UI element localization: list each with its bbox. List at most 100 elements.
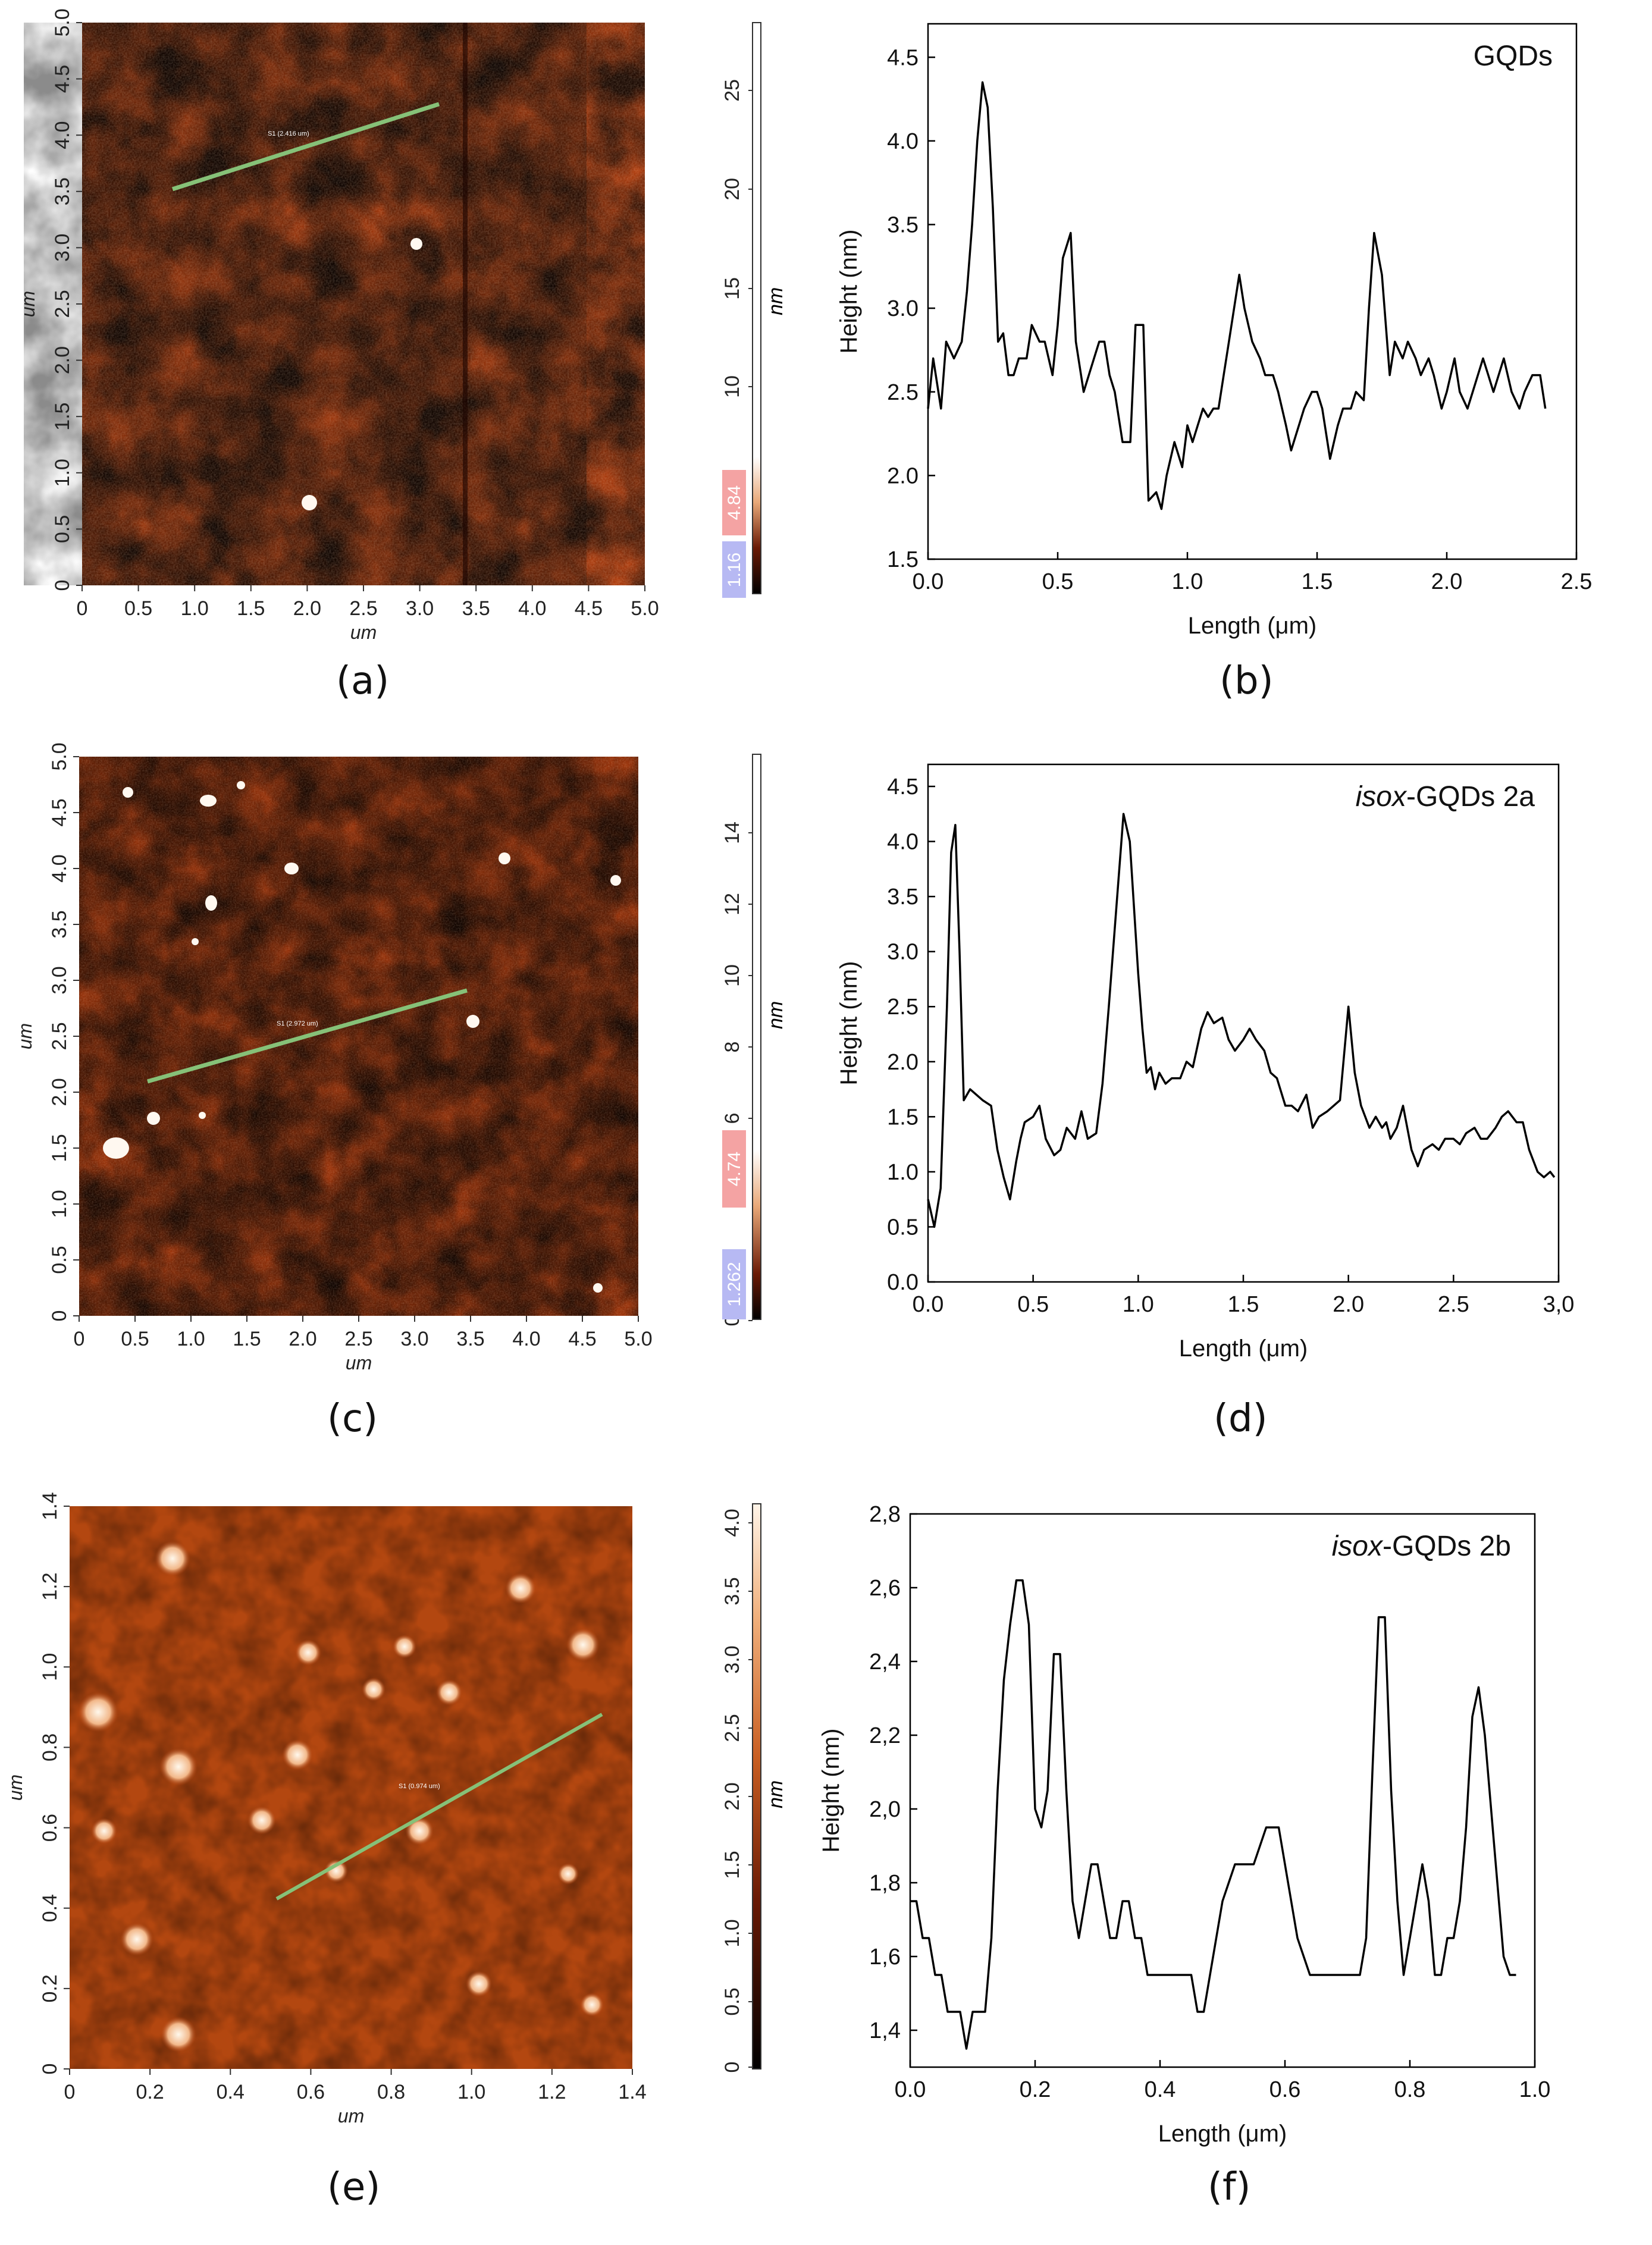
panel-label-a: (a) bbox=[336, 659, 390, 703]
y-tick-label: 1.5 bbox=[887, 547, 919, 572]
y-tick-label: 0 bbox=[39, 2064, 61, 2075]
y-tick-label: 4.5 bbox=[887, 775, 919, 799]
marker-low bbox=[722, 541, 746, 598]
y-tick-label: 1.0 bbox=[51, 459, 74, 487]
y-tick-label: 4.5 bbox=[887, 45, 919, 70]
marker-low-label: 1.16 bbox=[725, 553, 744, 587]
plot-frame bbox=[909, 1513, 1536, 2068]
x-tick-label: 3.5 bbox=[456, 1328, 484, 1350]
afm-image-a: S1 (2.416 um) 0 0.5 1.0 1.5 2.0 2.5 3.0 3.5 4.0 4… bbox=[17, 8, 659, 643]
panel-f: 0.0 0.2 0.4 0.6 0.8 1.0 1,4 1,6 1,8 2,0 2,2 2,4 2,6 2… bbox=[797, 1487, 1648, 2245]
y-tick-label: 4.0 bbox=[51, 121, 74, 149]
data-series-line bbox=[910, 1579, 1516, 2050]
panel-c: S1 (2.972 um) 0 0.5 1.0 1.5 2.0 2.5 3.0 3.5 4.0 4… bbox=[0, 738, 773, 1469]
colorbar-unit: nm bbox=[764, 1780, 787, 1808]
panel-label-f: (f) bbox=[1208, 2165, 1251, 2209]
marker-low bbox=[722, 1249, 746, 1319]
colorbar-c: 0 6 8 10 12 14 nm 4.74 1.262 bbox=[702, 750, 791, 1332]
y-tick-label: 2.5 bbox=[887, 995, 919, 1020]
y-tick-label: 1.4 bbox=[39, 1492, 61, 1520]
y-tick-label: 3.5 bbox=[887, 885, 919, 910]
x-tick-label: 0.8 bbox=[1394, 2077, 1426, 2102]
y-tick-label: 3.0 bbox=[887, 296, 919, 321]
scan-line bbox=[147, 988, 468, 1084]
colorbar-tick-label: 1.0 bbox=[721, 1919, 744, 1947]
y-tick-label: 0 bbox=[51, 580, 74, 591]
x-tick-label: 0.2 bbox=[1020, 2077, 1051, 2102]
y-tick-label: 0.8 bbox=[39, 1733, 61, 1761]
marker-high bbox=[722, 1130, 746, 1208]
y-tick-label: 2.5 bbox=[51, 290, 74, 318]
y-tick-label: 4.0 bbox=[887, 129, 919, 154]
x-tick-label: 0.5 bbox=[1017, 1292, 1049, 1317]
y-tick-label: 2,6 bbox=[869, 1576, 901, 1601]
data-series-line bbox=[927, 81, 1547, 510]
y-tick-label: 1.0 bbox=[887, 1160, 919, 1185]
panel-e: S1 (0.974 um) 0 0.2 0.4 0.6 0.8 1.0 1.2 1.4 0 0.2… bbox=[0, 1487, 773, 2245]
panel-label-c: (c) bbox=[327, 1397, 378, 1441]
colorbar-tick-label: 8 bbox=[721, 1042, 744, 1053]
y-tick-label: 4.0 bbox=[887, 830, 919, 855]
y-axis-label: Height (nm) bbox=[836, 230, 862, 354]
y-tick-label: 1.5 bbox=[887, 1105, 919, 1130]
x-tick-label: 4.0 bbox=[512, 1328, 540, 1350]
x-tick-label: 2.0 bbox=[289, 1328, 316, 1350]
chart-title: isox-GQDs 2b bbox=[1332, 1531, 1511, 1562]
y-tick-label: 4.0 bbox=[48, 854, 71, 882]
x-tick-label: 1.5 bbox=[1228, 1292, 1259, 1317]
y-tick-label: 1,8 bbox=[869, 1871, 901, 1896]
x-tick-label: 1.4 bbox=[618, 2081, 646, 2103]
y-tick-label: 0.5 bbox=[51, 515, 74, 543]
x-tick-label: 0.4 bbox=[1145, 2077, 1176, 2102]
y-axis-label: Height (nm) bbox=[836, 961, 862, 1086]
y-tick-label: 2,2 bbox=[869, 1723, 901, 1748]
marker-high-label: 4.74 bbox=[725, 1152, 744, 1186]
x-tick-label: 0.5 bbox=[124, 597, 152, 620]
colorbar-tick-label: 6 bbox=[721, 1113, 744, 1124]
y-tick-label: 0.6 bbox=[39, 1814, 61, 1842]
x-tick-label: 0.0 bbox=[895, 2077, 926, 2102]
x-tick-label: 1.0 bbox=[1519, 2077, 1551, 2102]
marker-high bbox=[722, 470, 746, 535]
x-tick-label: 2.5 bbox=[344, 1328, 372, 1350]
x-tick-label: 1.2 bbox=[538, 2081, 566, 2103]
x-tick-label: 0.0 bbox=[913, 1292, 944, 1317]
y-tick-label: 0.4 bbox=[39, 1894, 61, 1922]
y-axis-label: um bbox=[14, 1023, 36, 1049]
colorbar-scale bbox=[752, 754, 761, 1320]
y-tick-label: 3.0 bbox=[51, 234, 74, 262]
colorbar-scale bbox=[752, 22, 761, 594]
x-axis-label: Length (μm) bbox=[1158, 2121, 1287, 2147]
colorbar-tick-label: 0 bbox=[721, 2062, 744, 2073]
colorbar-a: 10 15 20 25 nm 4.84 1.16 bbox=[702, 18, 791, 607]
x-tick-label: 1.0 bbox=[1123, 1292, 1154, 1317]
y-tick-label: 5.0 bbox=[48, 742, 71, 770]
scan-line-label: S1 (2.972 um) bbox=[277, 1020, 318, 1027]
x-tick-label: 0.6 bbox=[297, 2081, 325, 2103]
scan-line bbox=[171, 102, 440, 192]
panel-d: 0.0 0.5 1.0 1.5 2.0 2.5 3,0 0.0 0.5 1.0 1.5 2.0 2.5 3… bbox=[797, 738, 1648, 1469]
colorbar-tick-label: 0.5 bbox=[721, 1987, 744, 2015]
x-tick-label: 0.8 bbox=[377, 2081, 405, 2103]
panel-label-b: (b) bbox=[1220, 659, 1274, 703]
y-tick-label: 2,8 bbox=[869, 1502, 901, 1527]
x-tick-label: 0.2 bbox=[136, 2081, 164, 2103]
x-tick-label: 2.5 bbox=[1438, 1292, 1469, 1317]
y-tick-label: 2.0 bbox=[51, 346, 74, 374]
x-tick-label: 0 bbox=[64, 2081, 76, 2103]
y-tick-label: 0.5 bbox=[48, 1246, 71, 1274]
panel-b: 0.0 0.5 1.0 1.5 2.0 2.5 1.5 2.0 2.5 3.0 3.5 4.0 4.5 L… bbox=[797, 0, 1648, 732]
y-tick-label: 1.0 bbox=[48, 1190, 71, 1218]
x-tick-label: 4.0 bbox=[518, 597, 546, 620]
x-tick-label: 3.0 bbox=[406, 597, 434, 620]
colorbar-tick-label: 25 bbox=[721, 79, 744, 102]
colorbar-tick-label: 2.0 bbox=[721, 1782, 744, 1810]
colorbar-e: 0 0.5 1.0 1.5 2.0 2.5 3.0 3.5 4.0 nm bbox=[702, 1499, 791, 2082]
y-tick-label: 1.0 bbox=[39, 1653, 61, 1681]
x-tick-label: 5.0 bbox=[631, 597, 659, 620]
colorbar-tick-label: 1.5 bbox=[721, 1851, 744, 1879]
y-tick-label: 3.5 bbox=[48, 910, 71, 938]
colorbar-tick-label: 15 bbox=[721, 277, 744, 300]
marker-high-label: 4.84 bbox=[725, 485, 744, 520]
x-axis-label: um bbox=[346, 1352, 372, 1374]
